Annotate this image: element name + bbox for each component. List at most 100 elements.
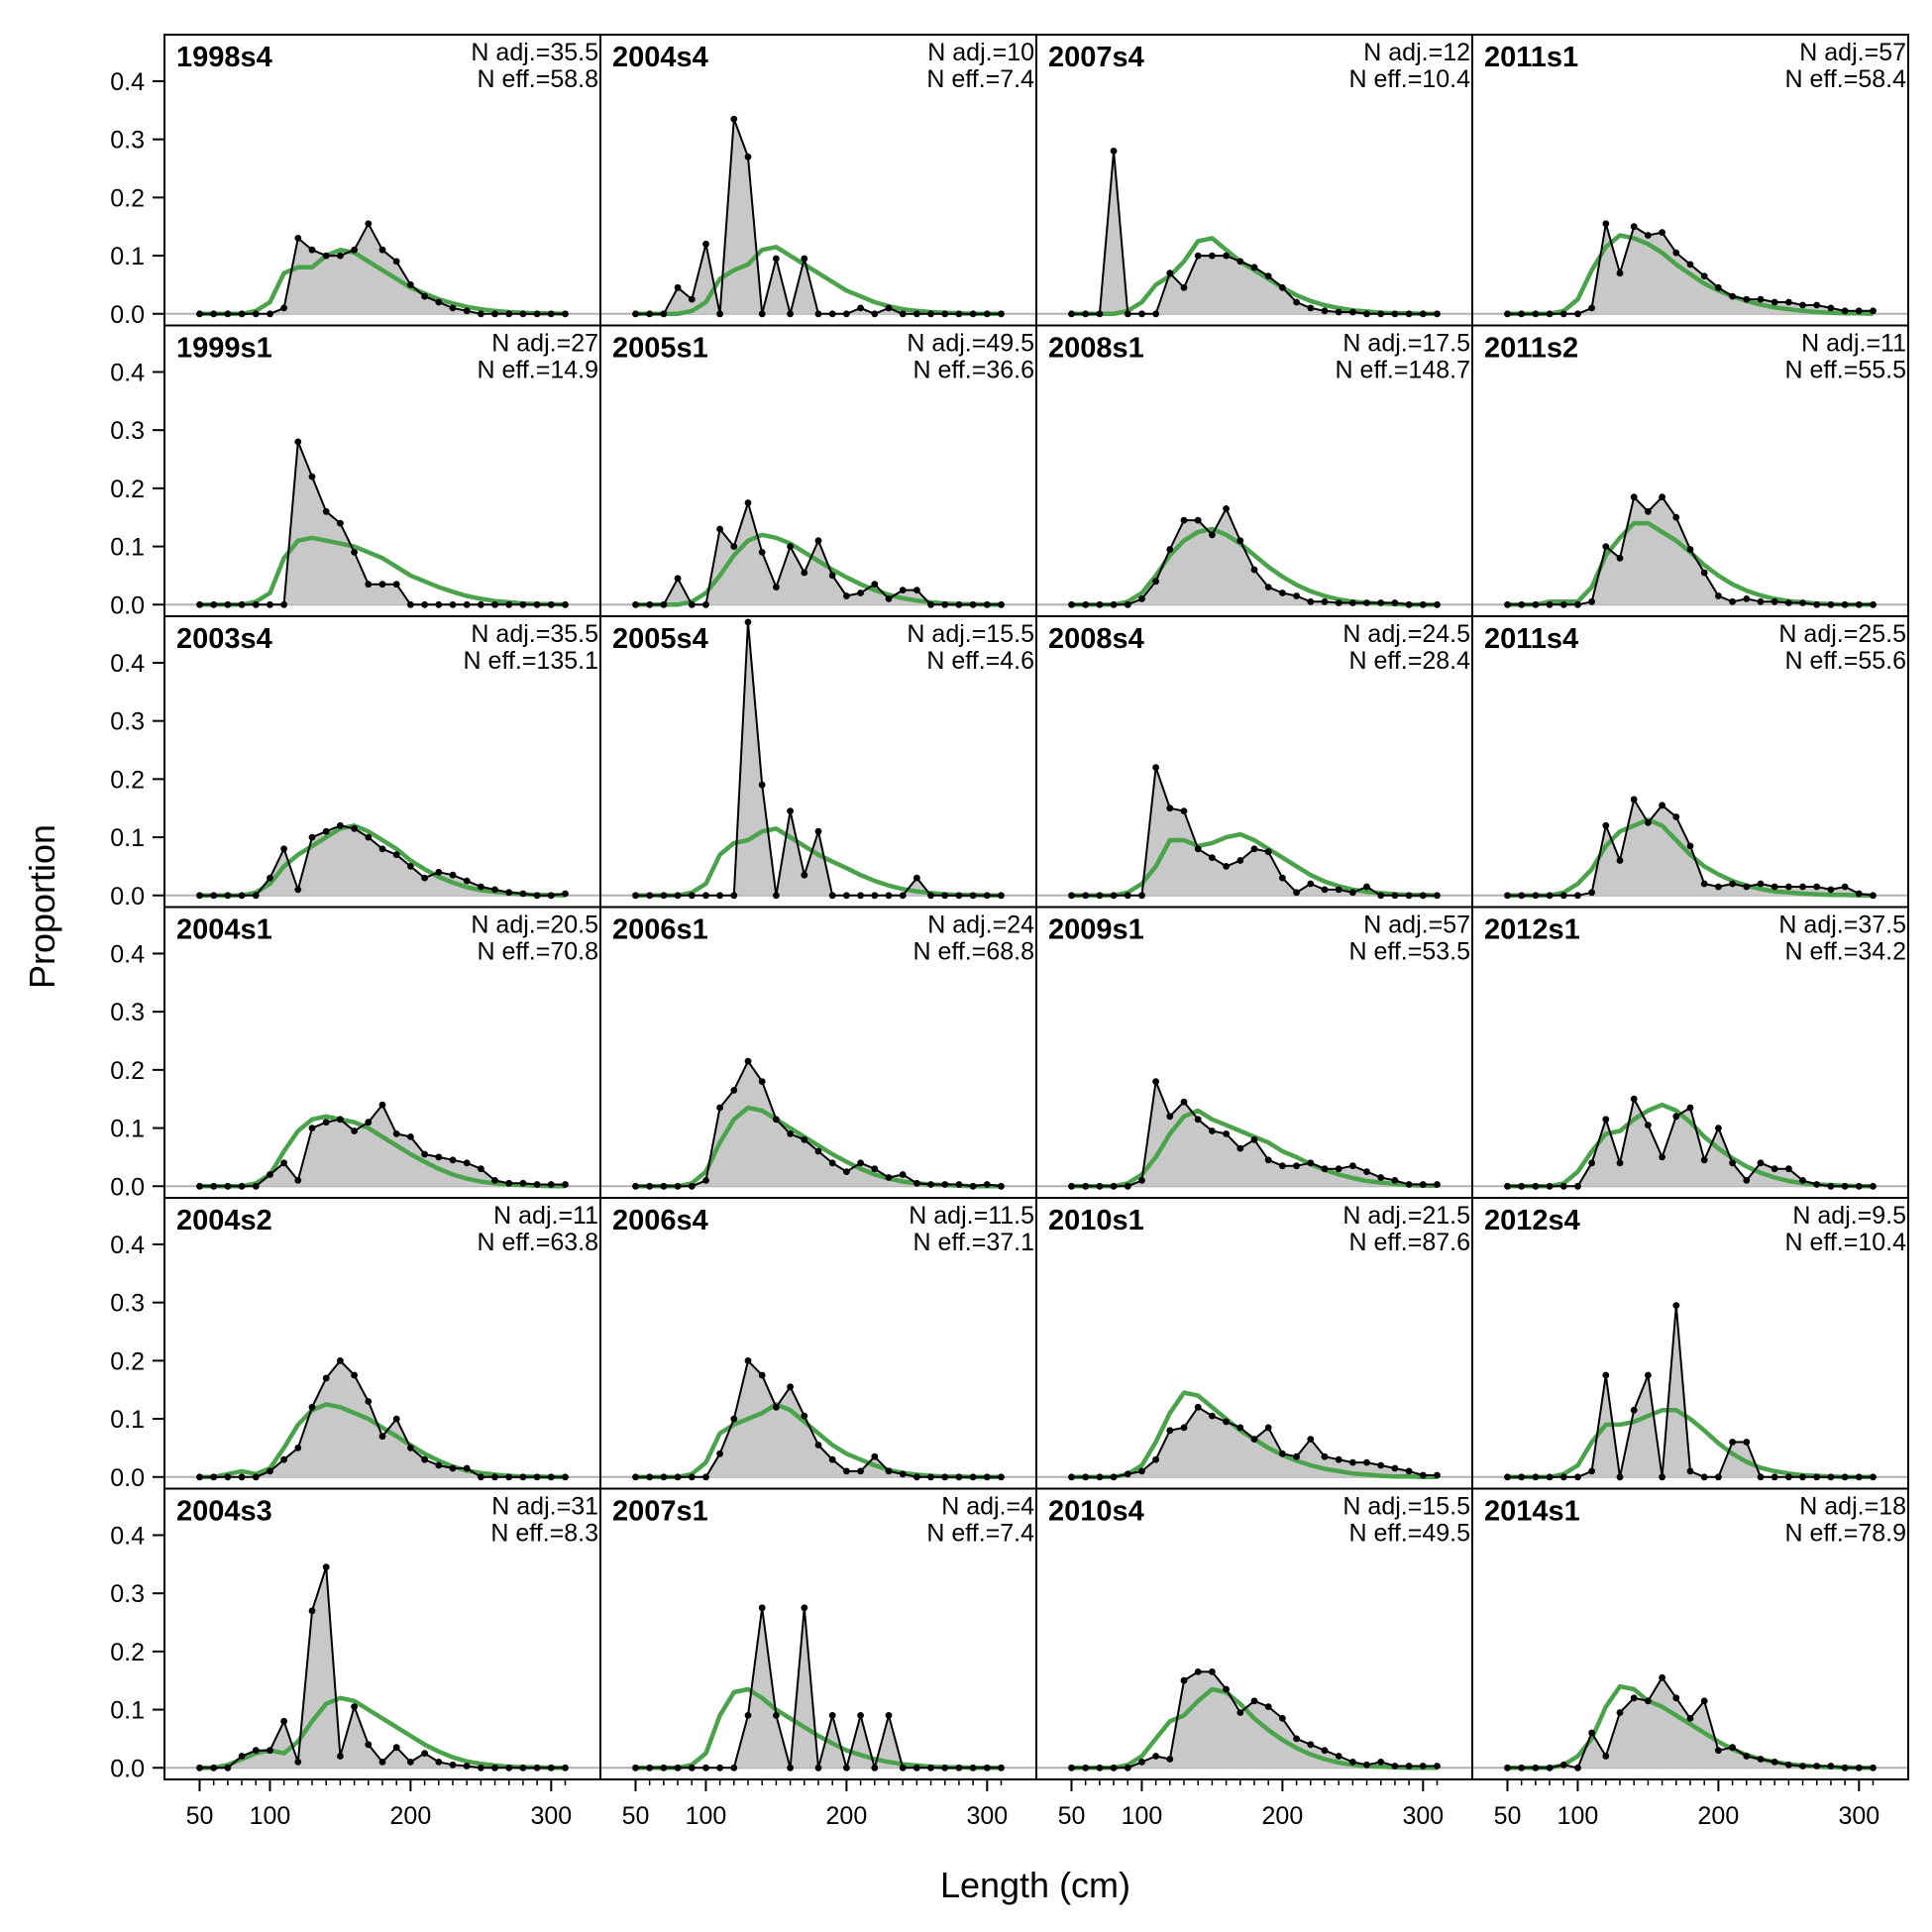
observed-point	[491, 1177, 498, 1184]
observed-point	[1630, 1694, 1638, 1702]
observed-point	[478, 310, 484, 318]
observed-point	[801, 1604, 808, 1612]
observed-point	[913, 1473, 920, 1481]
observed-point	[1686, 546, 1694, 553]
observed-point	[1743, 883, 1751, 891]
observed-point	[1419, 600, 1427, 608]
observed-point	[1377, 310, 1385, 318]
observed-point	[1096, 1764, 1104, 1771]
y-tick-label: 0.3	[110, 127, 145, 155]
observed-point	[491, 310, 498, 318]
n-adj-label: N adj.=11	[493, 1202, 598, 1230]
observed-point	[828, 892, 836, 900]
x-tick-label: 300	[530, 1802, 572, 1830]
observed-point	[392, 851, 400, 859]
observed-point	[814, 1764, 822, 1771]
observed-point	[1138, 1759, 1145, 1766]
observed-point	[1434, 310, 1441, 318]
observed-point	[1152, 1753, 1159, 1760]
x-tick-label: 50	[186, 1802, 214, 1830]
observed-point	[1124, 1182, 1131, 1190]
observed-point	[1799, 1763, 1806, 1770]
panel-title: 2007s4	[1048, 42, 1144, 73]
observed-point	[224, 600, 232, 608]
observed-point	[1434, 600, 1441, 608]
observed-point	[899, 892, 907, 900]
observed-point	[702, 1177, 709, 1184]
n-adj-label: N adj.=11	[1801, 330, 1906, 358]
x-tick-label: 100	[1122, 1802, 1163, 1830]
y-tick-label: 0.2	[110, 184, 145, 212]
observed-point	[1405, 1763, 1413, 1770]
observed-point	[1602, 220, 1610, 228]
observed-point	[1686, 1715, 1694, 1722]
observed-point	[505, 310, 513, 318]
observed-point	[814, 310, 822, 318]
observed-point	[1645, 1697, 1652, 1705]
observed-point	[871, 1165, 879, 1173]
observed-point	[744, 499, 752, 506]
expected-line	[635, 1686, 1002, 1771]
observed-point	[491, 1764, 498, 1771]
observed-point	[478, 1473, 484, 1481]
observed-point	[1068, 892, 1075, 900]
panel-2012s1: 2012s1 N adj.=37.5N eff.=34.2	[1471, 906, 1909, 1199]
panel-title: 2004s1	[176, 914, 272, 946]
panel-2005s4: 2005s4 N adj.=15.5N eff.=4.6	[599, 615, 1037, 909]
observed-point	[1166, 269, 1174, 277]
observed-line	[199, 1565, 566, 1770]
observed-point	[1335, 1753, 1342, 1760]
observed-point	[533, 600, 541, 608]
observed-point	[1757, 597, 1765, 605]
observed-point	[1645, 232, 1652, 239]
observed-point	[1616, 1709, 1624, 1716]
observed-point	[1194, 1403, 1202, 1411]
observed-point	[1630, 1406, 1638, 1414]
observed-point	[899, 310, 907, 318]
observed-point	[1391, 1464, 1399, 1472]
observed-point	[238, 600, 246, 608]
observed-point	[1349, 1162, 1356, 1170]
observed-point	[1799, 883, 1806, 891]
observed-point	[998, 1764, 1005, 1771]
observed-point	[913, 587, 920, 593]
observed-point	[1700, 1156, 1708, 1164]
observed-point	[814, 1442, 822, 1449]
observed-point	[1068, 1473, 1075, 1481]
observed-point	[674, 1182, 682, 1190]
observed-area	[635, 1360, 1002, 1477]
observed-point	[702, 600, 709, 608]
observed-point	[1827, 886, 1835, 894]
observed-point	[1223, 1418, 1230, 1426]
observed-area	[199, 1360, 566, 1477]
observed-point	[1757, 1159, 1765, 1167]
observed-point	[1124, 1764, 1131, 1771]
observed-point	[773, 1712, 780, 1719]
observed-point	[1377, 892, 1385, 900]
observed-point	[744, 1057, 752, 1065]
observed-point	[941, 600, 949, 608]
observed-point	[407, 1133, 414, 1140]
observed-point	[899, 1171, 907, 1178]
observed-point	[744, 618, 752, 626]
observed-point	[238, 1753, 246, 1760]
observed-point	[196, 310, 203, 318]
observed-point	[1630, 223, 1638, 231]
observed-point	[210, 1764, 218, 1771]
observed-point	[646, 1182, 654, 1190]
observed-point	[1250, 566, 1258, 574]
observed-point	[843, 1764, 850, 1771]
observed-point	[1588, 597, 1595, 605]
observed-point	[1391, 310, 1399, 318]
observed-point	[998, 310, 1005, 318]
observed-point	[1321, 886, 1329, 894]
observed-point	[392, 1744, 400, 1752]
observed-point	[449, 304, 457, 312]
observed-point	[1363, 883, 1370, 891]
panel-title: 2003s4	[176, 623, 272, 655]
observed-point	[1546, 600, 1554, 608]
observed-point	[1771, 1473, 1778, 1481]
observed-point	[1672, 1113, 1680, 1121]
observed-point	[927, 600, 934, 608]
